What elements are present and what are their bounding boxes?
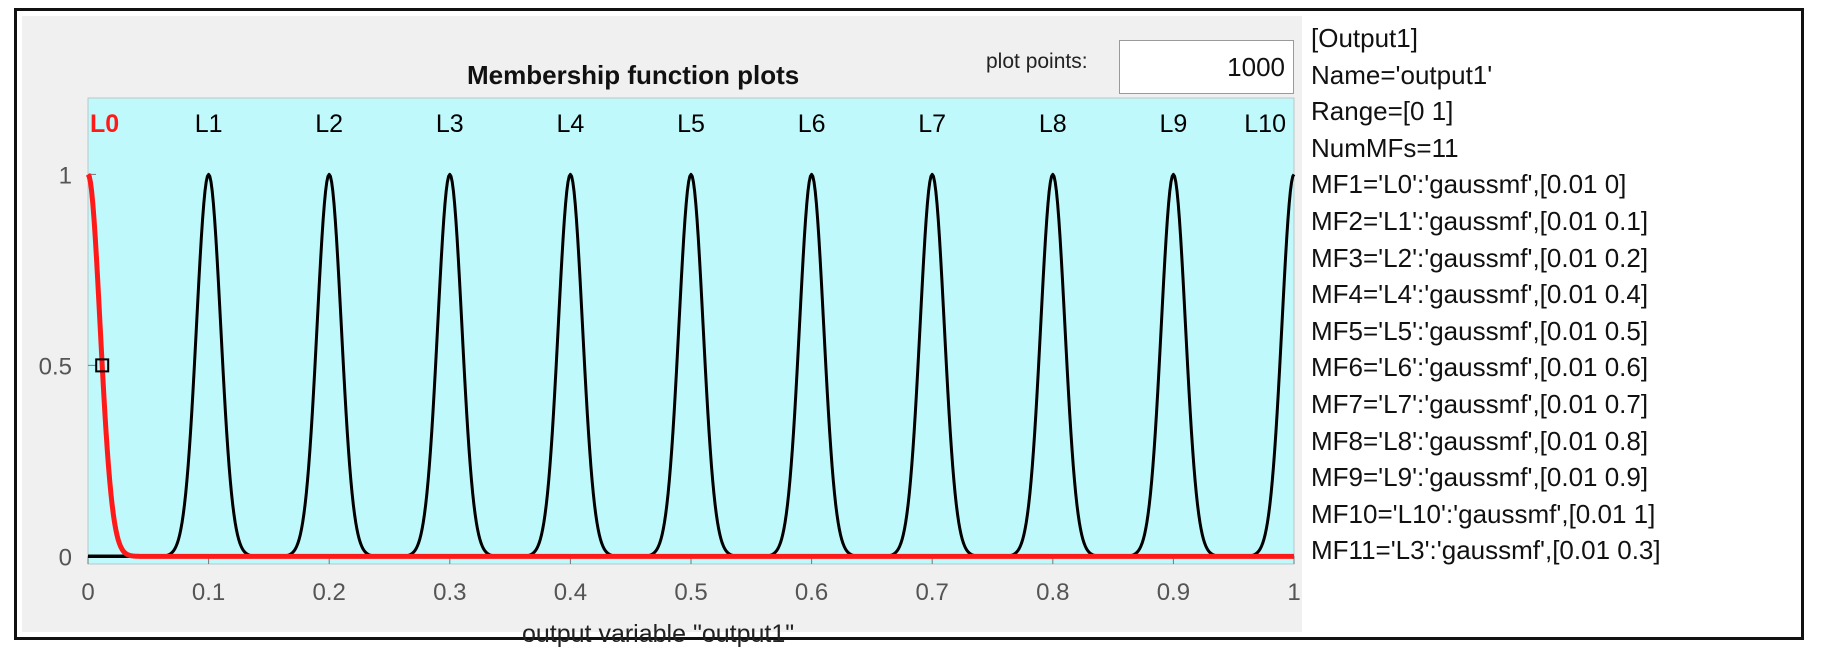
x-tick-label: 0.6	[795, 579, 828, 606]
plot-points-label: plot points:	[986, 50, 1088, 73]
x-tick-label: 1	[1287, 579, 1300, 606]
x-tick-label: 0.7	[916, 579, 949, 606]
fis-line: MF5='L5':'gaussmf',[0.01 0.5]	[1311, 315, 1649, 346]
fis-line: Range=[0 1]	[1311, 96, 1454, 127]
fis-output-text: [Output1] Name='output1' Range=[0 1] NumMFs…	[1311, 23, 1801, 633]
x-tick-label: 0.3	[433, 579, 466, 606]
x-tick-label: 0.8	[1036, 579, 1069, 606]
plot-points-input[interactable]	[1119, 40, 1294, 94]
x-tick-label: 0.4	[554, 579, 587, 606]
y-tick-label: 0.5	[39, 353, 72, 380]
mf-label-l4[interactable]: L4	[556, 110, 584, 138]
mf-curve-l0[interactable]	[85, 173, 1296, 559]
fis-line: NumMFs=11	[1311, 132, 1459, 163]
x-tick-label: 0.1	[192, 579, 225, 606]
fis-line: MF9='L9':'gaussmf',[0.01 0.9]	[1311, 462, 1649, 493]
selection-handle[interactable]	[95, 358, 110, 373]
figure-frame: 0 0.5 1 0 0.1 0.2 0.3 0.4 0.5 0.6 0.7 0.8 0.9 1 L1 L2 L3…	[14, 8, 1804, 648]
mf-label-l5[interactable]: L5	[677, 110, 705, 138]
mf-label-l2[interactable]: L2	[315, 110, 343, 138]
membership-function-chart[interactable]: 0 0.5 1 0 0.1 0.2 0.3 0.4 0.5 0.6 0.7 0.8 0.9 1 L1 L2 L3…	[22, 16, 1302, 632]
x-tick-label: 0.5	[674, 579, 707, 606]
x-tick-label: 0.9	[1157, 579, 1190, 606]
x-tick-label: 0	[81, 579, 94, 606]
mf-label-l3[interactable]: L3	[436, 110, 464, 138]
fis-line: MF6='L6':'gaussmf',[0.01 0.6]	[1311, 352, 1649, 383]
fis-line: MF4='L4':'gaussmf',[0.01 0.4]	[1311, 279, 1649, 310]
fis-line: Name='output1'	[1311, 59, 1493, 90]
plot-title: Membership function plots	[467, 60, 800, 90]
mf-label-l0[interactable]: L0	[90, 110, 119, 138]
y-tick-label: 0	[59, 544, 72, 571]
mf-label-l10[interactable]: L10	[1244, 110, 1286, 138]
mf-label-l1[interactable]: L1	[195, 110, 223, 138]
fis-line: MF8='L8':'gaussmf',[0.01 0.8]	[1311, 425, 1649, 456]
fis-line: MF2='L1':'gaussmf',[0.01 0.1]	[1311, 206, 1649, 236]
membership-plot-panel: 0 0.5 1 0 0.1 0.2 0.3 0.4 0.5 0.6 0.7 0.8 0.9 1 L1 L2 L3…	[22, 16, 1302, 648]
x-axis-label: output variable "output1"	[522, 620, 795, 648]
fis-line: MF7='L7':'gaussmf',[0.01 0.7]	[1311, 389, 1649, 419]
fis-line: MF3='L2':'gaussmf',[0.01 0.2]	[1311, 242, 1649, 273]
mf-label-l6[interactable]: L6	[798, 110, 826, 138]
plot-area	[87, 97, 1295, 565]
y-tick-label: 1	[59, 162, 72, 189]
mf-label-l9[interactable]: L9	[1159, 110, 1187, 138]
mf-label-l7[interactable]: L7	[918, 110, 946, 138]
fis-line: MF11='L3':'gaussmf',[0.01 0.3]	[1311, 535, 1661, 566]
fis-line: MF1='L0':'gaussmf',[0.01 0]	[1311, 169, 1627, 200]
fis-line: MF10='L10':'gaussmf',[0.01 1]	[1311, 498, 1656, 529]
fis-line: [Output1]	[1311, 23, 1418, 53]
mf-label-l8[interactable]: L8	[1039, 110, 1067, 138]
x-tick-label: 0.2	[313, 579, 346, 606]
